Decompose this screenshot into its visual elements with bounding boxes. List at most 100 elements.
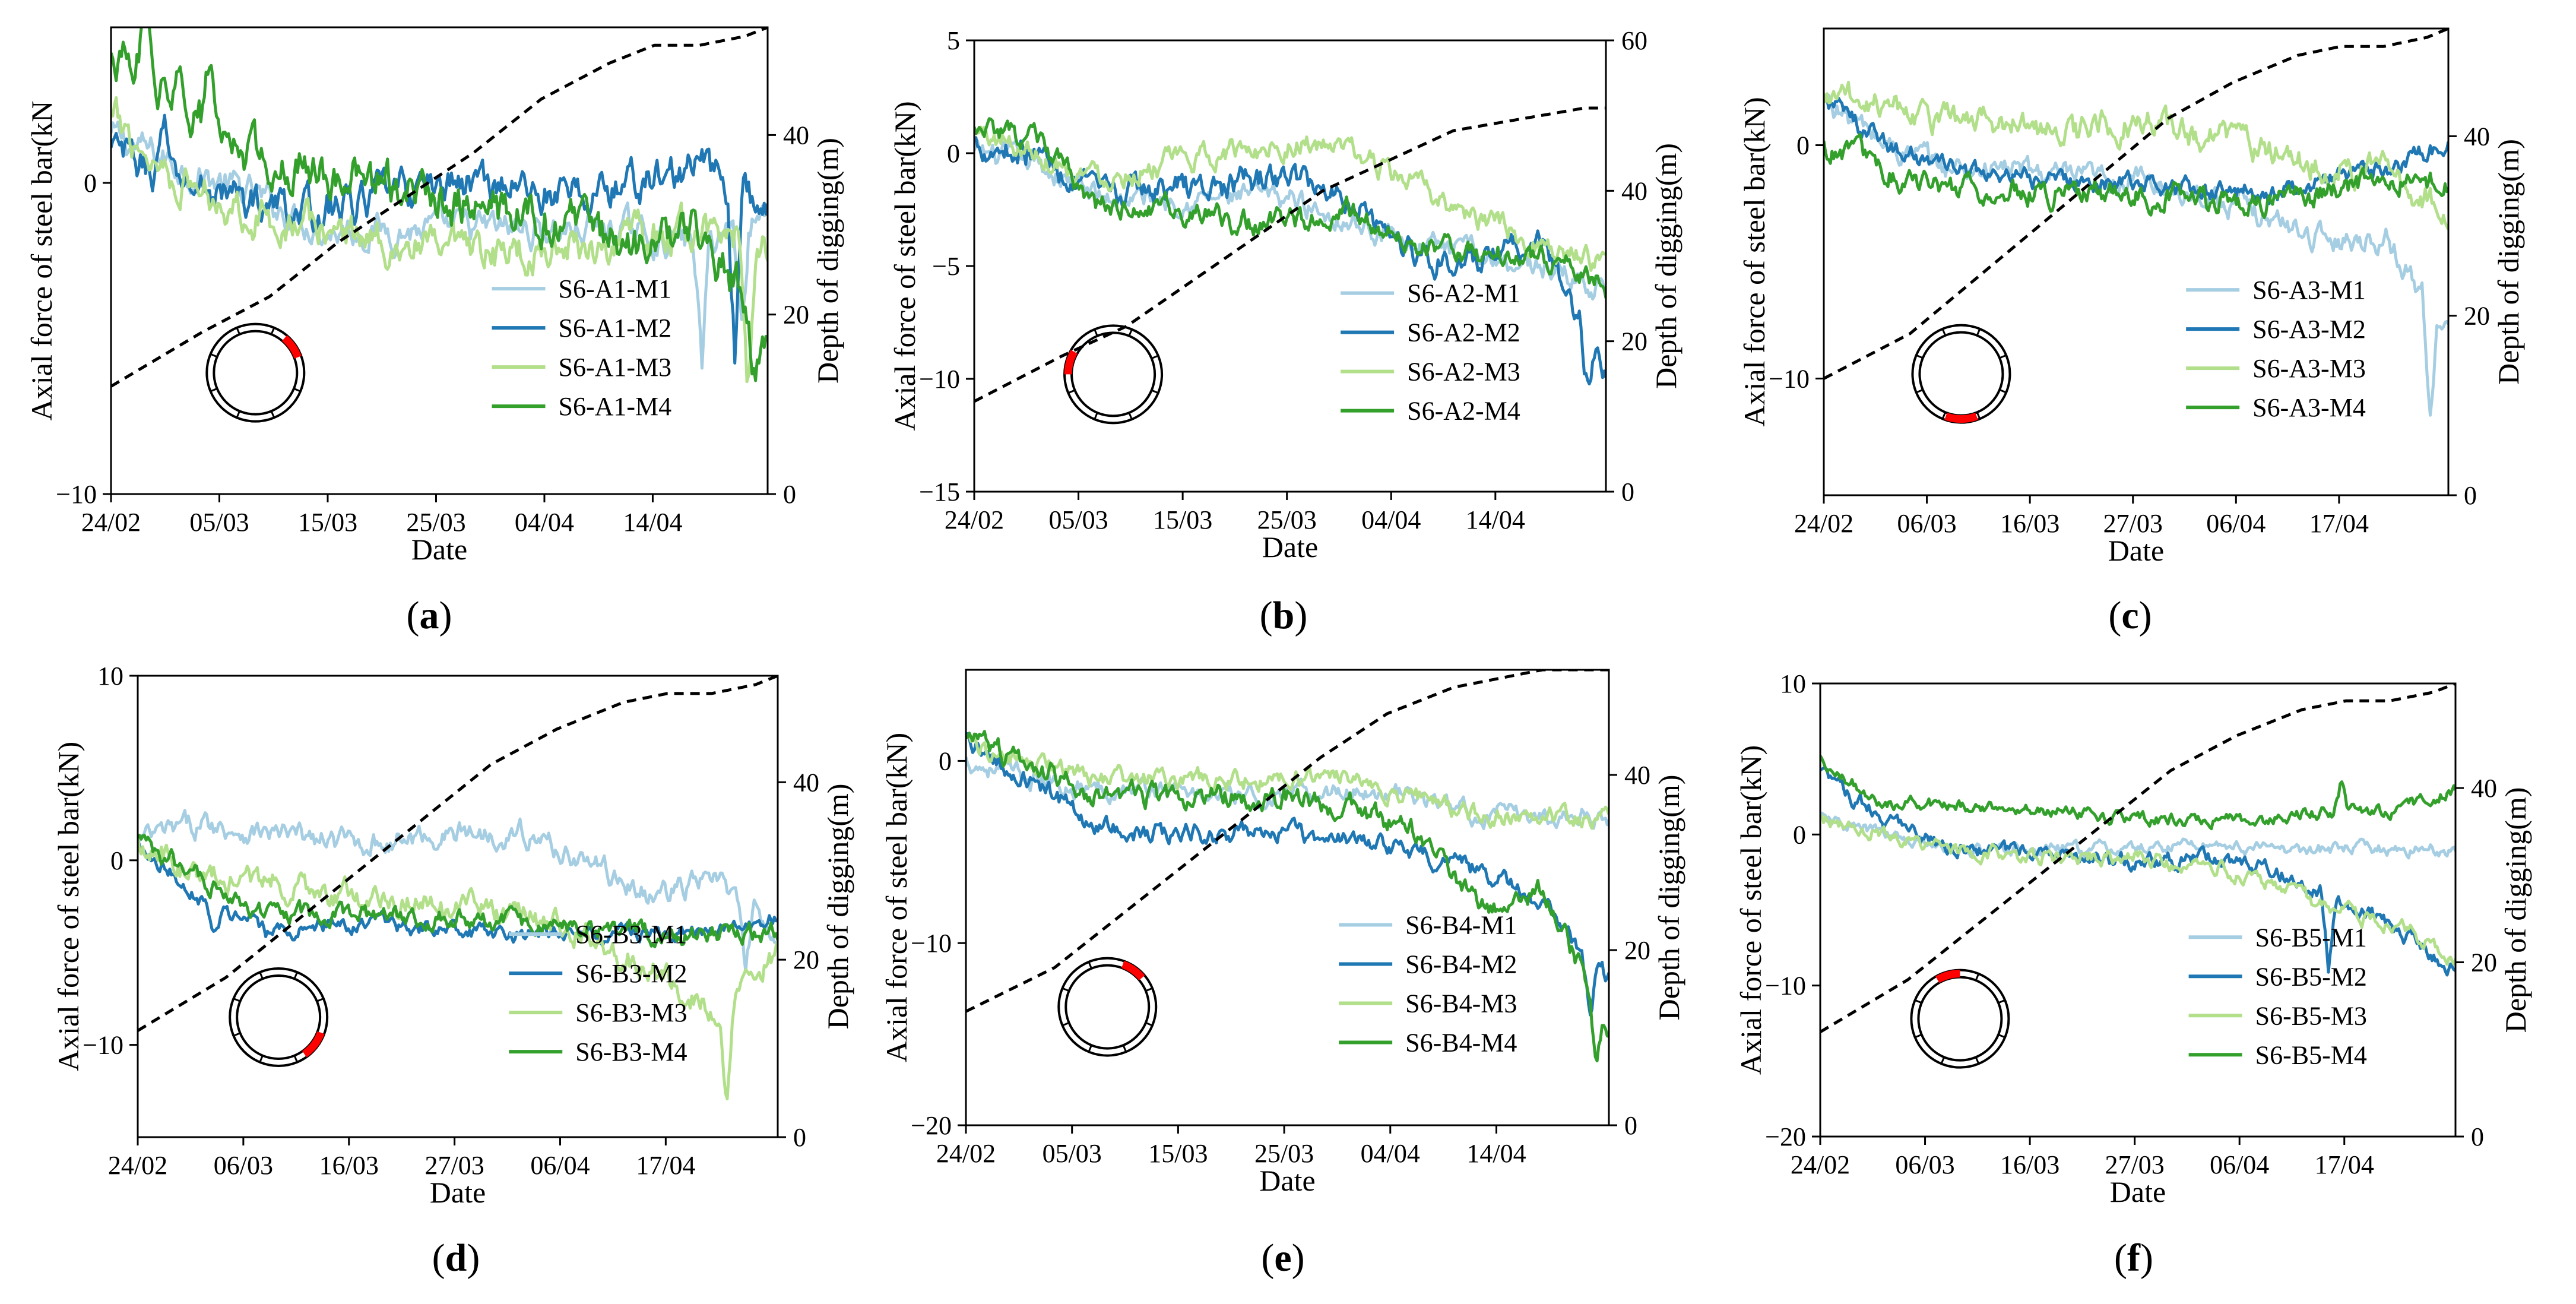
x-tick-label: 04/04	[1361, 1139, 1420, 1168]
x-tick-label: 25/03	[1254, 1139, 1314, 1168]
ring-inner	[1070, 331, 1156, 417]
legend-label: S6-B3-M1	[575, 920, 687, 949]
x-tick-label: 06/04	[2210, 1150, 2269, 1179]
y2-tick-label: 20	[2464, 302, 2490, 331]
y2-tick-label: 20	[783, 300, 809, 330]
ring-highlight-segment	[1121, 961, 1145, 981]
ring-joint	[1062, 1021, 1070, 1027]
ring-joint	[293, 971, 298, 979]
y-axis-label: Axial force of steel bar(kN)	[880, 733, 913, 1062]
series-line-S6-A2-M4	[974, 117, 1606, 299]
y2-axis-label: Depth of digging(m)	[811, 138, 844, 384]
ring-joint	[1094, 329, 1098, 337]
caption-letter: a	[420, 594, 439, 637]
y2-tick-label: 40	[793, 768, 819, 797]
ring-joint	[210, 388, 218, 393]
legend-label: S6-A1-M4	[558, 392, 671, 421]
ring-joint	[1122, 1045, 1127, 1052]
ring-section-icon	[1063, 324, 1164, 425]
y2-tick-label: 0	[2464, 481, 2477, 510]
y2-axis-label: Depth of digging(m)	[2499, 787, 2532, 1033]
series-line-S6-A2-M3	[974, 125, 1606, 272]
ring-joint	[1151, 389, 1159, 394]
plot-area	[974, 106, 1606, 403]
ring-section-icon	[229, 967, 329, 1067]
legend-label: S6-A2-M2	[1407, 318, 1520, 347]
x-tick-label: 05/03	[189, 508, 249, 537]
y-tick-label: −20	[1765, 1122, 1806, 1151]
depth-line	[1820, 683, 2455, 1034]
x-tick-label: 16/03	[2000, 1150, 2059, 1179]
y2-axis-label: Depth of digging(m)	[1652, 775, 1685, 1021]
y-axis-label: Axial force of steel bar(kN)	[1734, 745, 1767, 1075]
y2-tick-label: 20	[2471, 948, 2497, 977]
y-tick-label: −10	[1769, 365, 1810, 394]
y-tick-label: 0	[1793, 820, 1806, 849]
ring-outer	[1911, 324, 2011, 424]
legend-label: S6-A2-M3	[1407, 357, 1520, 387]
x-tick-label: 24/02	[936, 1139, 996, 1168]
ring-joint	[293, 1055, 298, 1063]
x-tick-label: 14/04	[1466, 505, 1525, 534]
ring-joint	[1151, 355, 1159, 359]
plot-area	[1820, 683, 2455, 1034]
y-tick-label: 10	[97, 662, 123, 691]
plot-area	[966, 670, 1609, 1063]
legend-label: S6-B5-M4	[2255, 1040, 2367, 1069]
x-tick-label: 05/03	[1043, 1139, 1102, 1168]
ring-joint	[270, 410, 275, 418]
caption-letter: d	[445, 1236, 467, 1280]
chart-panel-b: 24/02 05/03 15/03 25/03 04/04 14/04 −15 −10 −5 0 5…	[888, 26, 1683, 637]
ring-joint	[1941, 412, 1947, 419]
y-tick-label: 0	[1796, 131, 1810, 160]
ring-highlight-segment	[1064, 350, 1078, 375]
plot-frame	[965, 669, 1610, 1126]
y2-tick-label: 0	[793, 1123, 806, 1152]
ring-joint	[1975, 1056, 1980, 1064]
y2-tick-label: 40	[2464, 122, 2490, 151]
x-axis-label: Date	[2108, 534, 2164, 567]
y2-tick-label: 40	[2471, 774, 2497, 803]
chart-panel-f: 24/02 06/03 16/03 27/03 06/04 17/04 −20 −10 0 10 0…	[1734, 669, 2532, 1280]
legend-label: S6-B3-M2	[575, 959, 687, 988]
panel-caption: (f)	[2114, 1236, 2153, 1280]
legend-label: S6-B3-M4	[575, 1037, 687, 1066]
legend: S6-B3-M1 S6-B3-M2 S6-B3-M3 S6-B3-M4	[509, 920, 687, 1066]
y-tick-label: 0	[110, 846, 123, 875]
x-tick-label: 04/04	[1361, 505, 1421, 534]
x-tick-label: 15/03	[1148, 1139, 1208, 1168]
series-line-S6-B4-M3	[966, 734, 1609, 830]
ring-joint	[1976, 328, 1981, 336]
ring-outer	[1057, 957, 1158, 1057]
legend-label: S6-B4-M3	[1405, 989, 1517, 1018]
caption-letter: c	[2121, 594, 2138, 637]
series-line-S6-A2-M2	[974, 136, 1606, 386]
x-tick-label: 24/02	[81, 508, 141, 537]
plot-area	[1824, 29, 2448, 417]
ring-joint	[1940, 1056, 1945, 1064]
y2-tick-label: 0	[1621, 477, 1634, 507]
x-tick-label: 15/03	[298, 508, 357, 537]
ring-joint	[210, 353, 218, 358]
ring-joint	[316, 998, 324, 1002]
ring-outer	[1063, 324, 1164, 425]
legend: S6-A2-M1 S6-A2-M2 S6-A2-M3 S6-A2-M4	[1341, 279, 1520, 426]
series-line-S6-B5-M3	[1820, 814, 2455, 966]
y-tick-label: −10	[911, 929, 952, 958]
y2-axis-label: Depth of digging(m)	[821, 784, 854, 1030]
ring-joint	[1145, 1021, 1153, 1027]
x-tick-label: 27/03	[2105, 1150, 2165, 1179]
ring-joint	[233, 1032, 241, 1037]
x-axis-label: Date	[430, 1176, 486, 1209]
y2-tick-label: 20	[1624, 936, 1650, 965]
x-tick-label: 25/03	[406, 508, 465, 537]
x-tick-label: 06/03	[1897, 509, 1956, 538]
x-tick-label: 16/03	[319, 1151, 379, 1180]
series-line-S6-B5-M4	[1820, 755, 2455, 831]
y2-tick-label: 0	[783, 480, 796, 509]
legend-label: S6-A1-M3	[558, 353, 671, 382]
ring-joint	[1941, 328, 1947, 336]
plot-frame	[137, 675, 779, 1138]
ring-joint	[1998, 999, 2005, 1004]
